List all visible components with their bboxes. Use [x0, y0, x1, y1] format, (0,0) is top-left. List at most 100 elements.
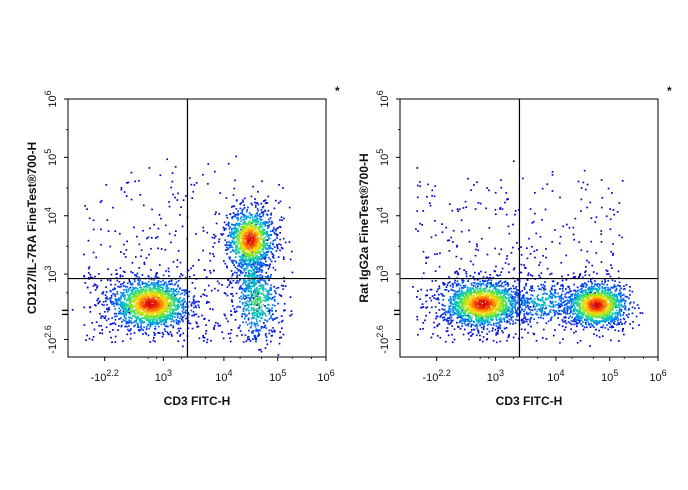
event-dot	[510, 316, 513, 319]
event-dot	[107, 308, 110, 311]
event-dot	[448, 317, 451, 320]
event-dot	[111, 341, 113, 343]
event-dot	[160, 248, 163, 250]
event-dot	[510, 252, 513, 254]
event-dot	[279, 336, 281, 339]
event-dot	[254, 214, 257, 217]
event-dot	[416, 167, 419, 169]
event-dot	[138, 310, 141, 313]
event-dot	[92, 228, 95, 231]
event-dot	[257, 309, 259, 312]
event-dot	[441, 231, 444, 233]
event-dot	[565, 288, 567, 290]
event-dot	[261, 243, 264, 246]
event-dot	[451, 283, 454, 285]
event-dot	[521, 322, 524, 324]
event-dot	[212, 308, 214, 311]
event-dot	[497, 282, 500, 285]
event-dot	[244, 334, 247, 337]
event-dot	[254, 299, 257, 302]
event-dot	[525, 318, 527, 321]
event-dot	[262, 245, 265, 247]
event-dot	[157, 313, 159, 316]
event-dot	[213, 237, 216, 239]
event-dot	[242, 258, 245, 260]
event-dot	[155, 287, 157, 289]
event-dot	[440, 292, 442, 295]
event-dot	[181, 225, 184, 228]
event-dot	[282, 258, 285, 260]
event-dot	[224, 292, 227, 295]
event-dot	[512, 295, 514, 298]
event-dot	[243, 216, 245, 218]
event-dot	[147, 323, 150, 326]
event-dot	[290, 310, 293, 312]
event-dot	[235, 155, 237, 158]
event-dot	[526, 311, 528, 314]
event-dot	[272, 239, 275, 242]
event-dot	[618, 289, 621, 292]
event-dot	[477, 329, 479, 331]
event-dot	[529, 297, 532, 300]
event-dot	[457, 272, 459, 274]
event-dot	[153, 308, 156, 311]
event-dot	[251, 275, 254, 278]
event-dot	[226, 216, 229, 219]
event-dot	[252, 220, 255, 223]
event-dot	[542, 328, 545, 331]
event-dot	[283, 276, 285, 279]
event-dot	[481, 340, 484, 343]
event-dot	[460, 316, 462, 319]
event-dot	[282, 333, 285, 336]
event-dot	[165, 319, 167, 322]
event-dot	[553, 289, 556, 291]
event-dot	[625, 314, 628, 316]
event-dot	[467, 323, 469, 325]
event-dot	[236, 250, 239, 253]
event-dot	[145, 285, 148, 288]
event-dot	[191, 327, 194, 330]
event-dot	[519, 299, 522, 302]
event-dot	[168, 232, 171, 235]
event-dot	[136, 314, 139, 317]
event-dot	[268, 313, 271, 315]
event-dot	[465, 272, 468, 275]
event-dot	[144, 290, 146, 293]
event-dot	[575, 323, 578, 325]
event-dot	[621, 180, 624, 182]
event-dot	[235, 292, 238, 295]
event-dot	[126, 286, 129, 288]
event-dot	[496, 327, 499, 329]
event-dot	[611, 325, 613, 327]
event-dot	[192, 311, 195, 313]
event-dot	[255, 247, 257, 249]
event-dot	[245, 262, 248, 265]
event-dot	[84, 282, 87, 284]
event-dot	[422, 272, 425, 275]
event-dot	[252, 252, 254, 255]
event-dot	[515, 311, 518, 313]
event-dot	[540, 316, 542, 319]
event-dot	[172, 261, 175, 263]
event-dot	[144, 331, 147, 334]
event-dot	[156, 320, 158, 322]
event-dot	[140, 286, 143, 289]
event-dot	[282, 288, 284, 290]
event-dot	[441, 308, 443, 310]
event-dot	[240, 295, 242, 298]
event-dot	[453, 338, 456, 341]
event-dot	[257, 280, 260, 283]
event-dot	[148, 296, 151, 298]
event-dot	[245, 286, 247, 289]
event-dot	[467, 177, 469, 180]
event-dot	[264, 288, 267, 290]
event-dot	[234, 213, 236, 216]
event-dot	[170, 313, 173, 315]
event-dot	[231, 223, 234, 226]
event-dot	[283, 302, 286, 305]
event-dot	[478, 273, 480, 276]
event-dot	[260, 306, 263, 308]
event-dot	[127, 295, 130, 297]
event-dot	[523, 297, 526, 300]
event-dot	[617, 322, 620, 324]
